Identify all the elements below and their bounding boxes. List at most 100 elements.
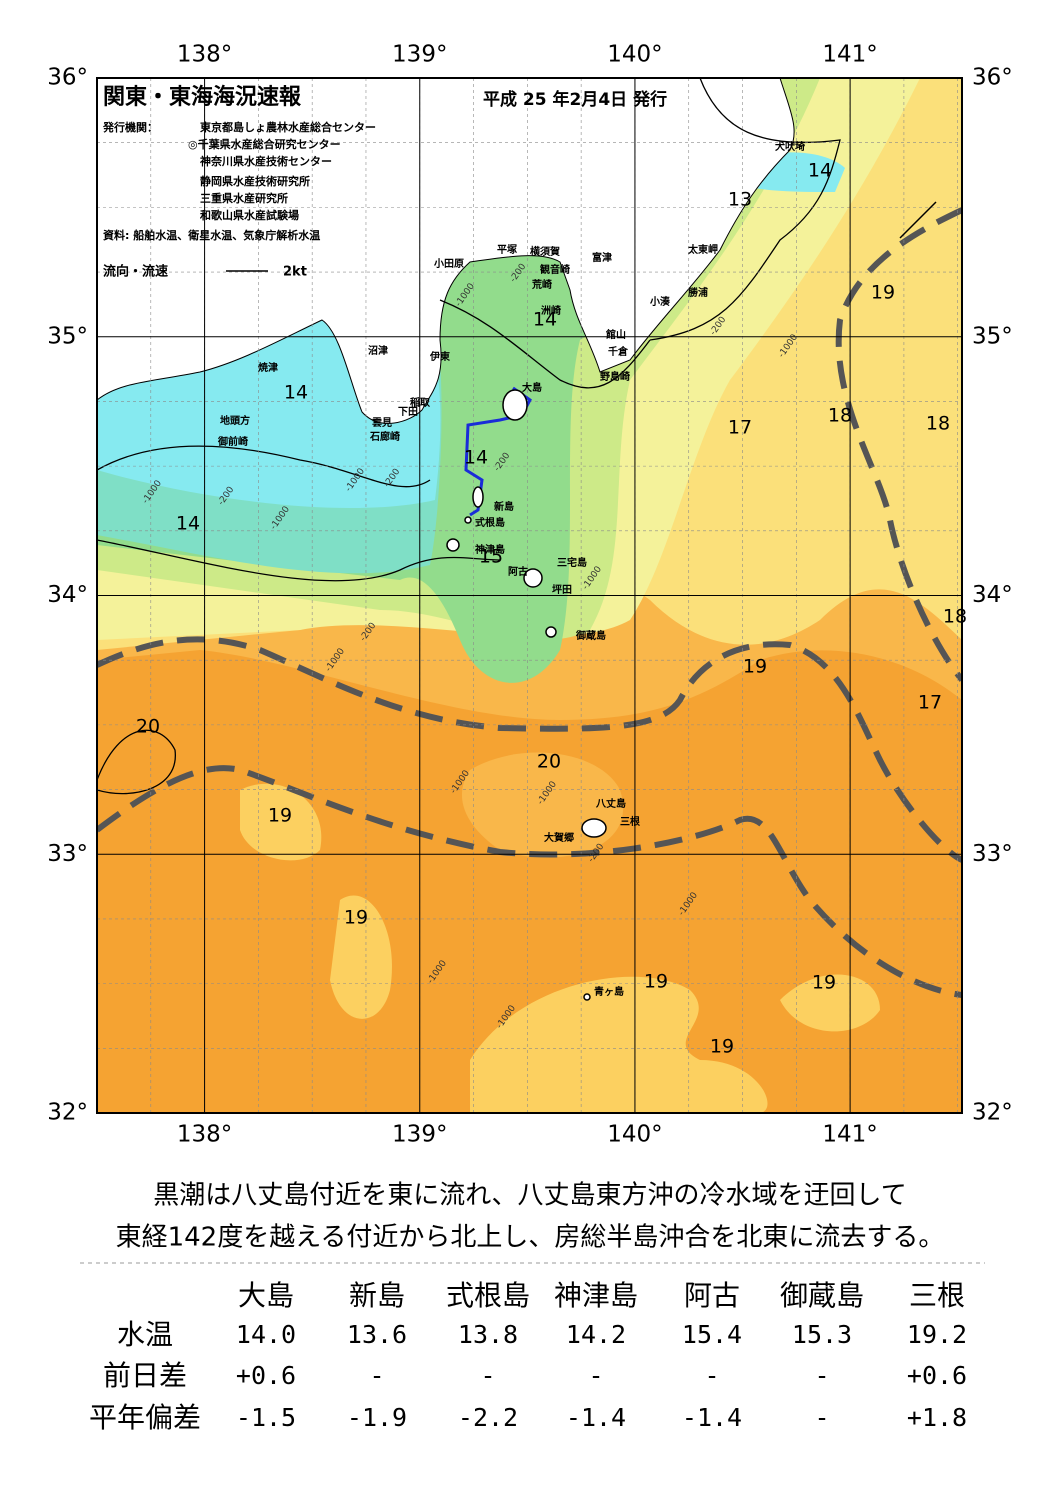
place-name: 平塚 [497, 243, 517, 256]
contour [649, 78, 841, 341]
kuroshio-line [97, 636, 962, 863]
lat-label: 35° [47, 323, 88, 349]
island [502, 389, 528, 421]
place-name: 式根島 [475, 516, 505, 529]
sea-temperature [97, 78, 962, 1113]
lat-label: 36° [47, 65, 88, 91]
isotherm-label: 19 [268, 805, 292, 827]
place-name: 新島 [494, 500, 514, 513]
place-name: 大島 [522, 381, 542, 394]
place-name: 三宅島 [557, 556, 587, 569]
isotherm-label: 19 [344, 907, 368, 929]
place-name: 御蔵島 [575, 629, 606, 642]
isotherm-label: 14 [176, 513, 200, 535]
issuer-label: 発行機関： [102, 120, 158, 134]
island [523, 568, 543, 588]
place-name: 御前崎 [217, 435, 248, 448]
lon-label: 140° [607, 1122, 662, 1148]
table-cell: +0.6 [907, 1361, 967, 1390]
isotherm-label: 20 [537, 751, 561, 773]
island [472, 486, 484, 508]
place-name: 地頭方 [220, 414, 250, 427]
issuer: 神奈川県水産技術センター [200, 154, 332, 168]
place-name: 洲崎 [541, 304, 561, 317]
isotherm-label: 19 [743, 656, 767, 678]
isotherm-label: 14 [464, 447, 488, 469]
islands [446, 389, 607, 1001]
isotherm-label: 19 [871, 282, 895, 304]
table-cell: 13.8 [458, 1320, 518, 1349]
table-cell: 14.2 [566, 1320, 626, 1349]
isotherm-label: 19 [812, 972, 836, 994]
issuer: 三重県水産研究所 [200, 191, 288, 205]
contours [97, 78, 841, 795]
island [583, 993, 591, 1001]
island [545, 626, 557, 638]
lon-label: 141° [822, 42, 877, 68]
place-name: 館山 [605, 328, 626, 341]
table-header: 式根島 [446, 1279, 530, 1312]
place-name: 石廊崎 [369, 430, 400, 443]
table-cell: 15.3 [792, 1320, 852, 1349]
isotherm-label: 19 [644, 971, 668, 993]
row-label: 水温 [117, 1318, 173, 1351]
table-header: 大島 [238, 1279, 294, 1312]
contour [97, 539, 501, 582]
table-cell: - [369, 1361, 384, 1390]
place-name: 三根 [620, 815, 640, 828]
island [446, 538, 460, 552]
isotherm-label: 14 [533, 309, 557, 331]
place-name: 犬吠埼 [775, 140, 805, 153]
kuroshio-line [835, 207, 962, 682]
table-cell: -1.4 [566, 1403, 626, 1432]
place-name: 下田 [398, 406, 418, 418]
isotherm-label: 18 [943, 606, 967, 628]
table-cell: 14.0 [236, 1320, 296, 1349]
place-name: 稲取 [410, 396, 431, 409]
table-header: 御蔵島 [780, 1279, 864, 1312]
grid [97, 78, 962, 1113]
contour [97, 729, 176, 795]
summary-line: 黒潮は八丈島付近を東に流れ、八丈島東方沖の冷水域を迂回して [153, 1181, 906, 1211]
summary-line: 東経142度を越える付近から北上し、房総半島沖合を北東に流去する。 [116, 1223, 945, 1253]
sea-zone [240, 783, 322, 861]
isotherm-label: 14 [284, 382, 308, 404]
place-name: 八丈島 [595, 797, 626, 810]
table-cell: - [814, 1361, 829, 1390]
place-name: 小田原 [433, 257, 464, 270]
place-name: 坪田 [552, 583, 572, 596]
lon-label: 139° [392, 1122, 447, 1148]
lon-label: 138° [177, 42, 232, 68]
sea-zone [470, 976, 768, 1113]
island [464, 516, 472, 524]
table-header: 新島 [349, 1279, 405, 1312]
place-name: 焼津 [258, 361, 278, 374]
isotherm-label: 17 [918, 692, 942, 714]
legend-label: 流向・流速 [103, 264, 168, 280]
place-name: 荒崎 [531, 278, 552, 291]
isotherm-label: 15 [479, 546, 503, 568]
lat-label: 33° [972, 841, 1013, 867]
lon-label: 140° [607, 42, 662, 68]
place-name: 伊東 [429, 350, 450, 363]
table-cell: -2.2 [458, 1403, 518, 1432]
place-name: 沼津 [368, 344, 388, 357]
place-name: 太東岬 [687, 243, 718, 256]
row-label: 平年偏差 [89, 1401, 201, 1434]
isotherm-label: 13 [728, 189, 752, 211]
table-cell: 15.4 [682, 1320, 742, 1349]
table-header: 三根 [909, 1279, 965, 1312]
isotherm-label: 18 [926, 413, 950, 435]
island [581, 818, 607, 838]
contour [97, 445, 431, 488]
isotherm-label: 14 [808, 160, 832, 182]
table-cell: +0.6 [236, 1361, 296, 1390]
table-cell: -1.4 [682, 1403, 742, 1432]
isotherm-label: 18 [828, 405, 852, 427]
title: 関東・東海海況速報 [103, 84, 302, 110]
place-name: 阿古 [508, 565, 528, 578]
row-label: 前日差 [103, 1359, 187, 1392]
place-name: 神津島 [475, 543, 505, 556]
table-cell: - [814, 1403, 829, 1432]
